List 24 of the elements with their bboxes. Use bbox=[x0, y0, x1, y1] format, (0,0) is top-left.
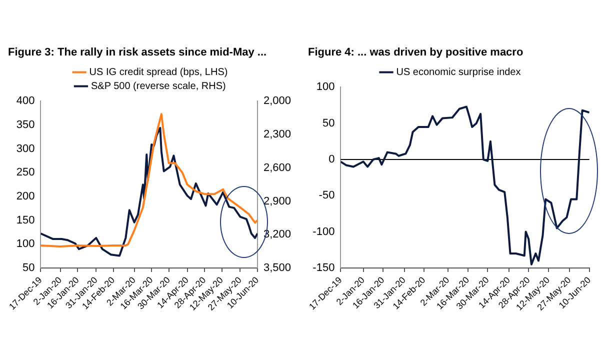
y-tick-label: 150 bbox=[16, 214, 35, 226]
y-tick-label: 100 bbox=[16, 238, 35, 250]
y-tick-label: 100 bbox=[316, 81, 335, 94]
y2-tick-label: 2,600 bbox=[263, 162, 292, 174]
y-tick-label: 50 bbox=[22, 262, 35, 274]
y2-tick-label: 2,300 bbox=[263, 128, 292, 141]
y2-tick-label: 3,500 bbox=[263, 262, 292, 274]
legend-label: US economic surprise index bbox=[396, 66, 521, 78]
y-tick-label: -50 bbox=[318, 190, 335, 202]
y-tick-label: -100 bbox=[312, 226, 335, 238]
y2-tick-label: 2,900 bbox=[263, 195, 292, 208]
y-tick-label: 350 bbox=[16, 119, 35, 132]
y-tick-label: -150 bbox=[312, 262, 335, 274]
y-tick-label: 200 bbox=[16, 190, 35, 203]
y2-tick-label: 2,000 bbox=[263, 95, 292, 108]
y-tick-label: 0 bbox=[328, 154, 335, 166]
y-tick-label: 300 bbox=[16, 142, 35, 155]
y-tick-label: 400 bbox=[16, 95, 35, 108]
legend-label: S&P 500 (reverse scale, RHS) bbox=[90, 80, 226, 92]
chart-title: Figure 4: ... was driven by positive macro bbox=[308, 46, 524, 59]
y-tick-label: 250 bbox=[16, 166, 35, 179]
legend-label: US IG credit spread (bps, LHS) bbox=[89, 66, 228, 78]
y-tick-label: 50 bbox=[322, 117, 335, 130]
chart-title: Figure 3: The rally in risk assets since mid-May ... bbox=[8, 46, 267, 59]
